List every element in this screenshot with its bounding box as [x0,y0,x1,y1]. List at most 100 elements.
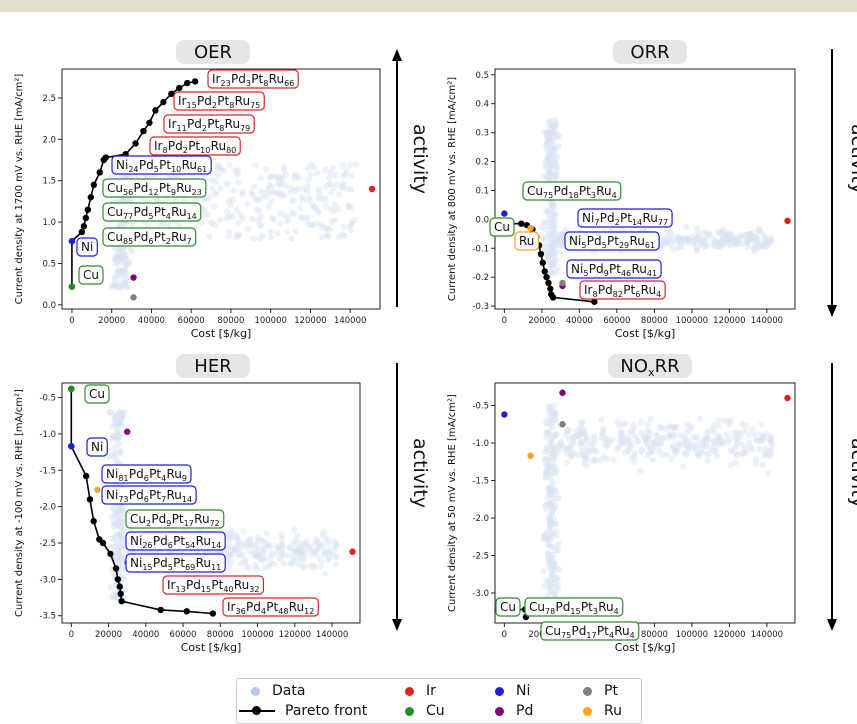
data-point [117,447,124,455]
data-point [293,546,300,554]
pareto-point [132,140,139,147]
composition-box [579,280,666,300]
data-point [550,151,558,158]
data-point [116,554,123,562]
data-point [548,246,556,254]
data-point [549,245,557,252]
data-point [251,183,258,190]
data-point [115,512,122,520]
data-point [270,215,278,223]
data-point [542,218,550,226]
data-point [683,223,690,230]
data-point [718,229,725,236]
data-point [259,538,266,545]
pareto-point [146,119,153,126]
data-point [745,231,753,239]
data-point [227,531,234,539]
composition-label: Ni73 Pd6 Pt7 Ru14 [101,485,197,505]
element-ni [68,237,76,245]
data-point [763,239,771,246]
data-point [347,204,354,212]
data-point [549,229,556,236]
data-point [728,231,735,238]
data-point [200,196,207,204]
data-point [119,524,126,531]
data-point [111,444,119,451]
data-point [551,267,558,274]
pareto-point [183,608,190,615]
chart-title-box [176,40,250,64]
data-point [693,444,700,451]
data-point [551,216,558,224]
data-point [119,539,126,546]
data-point [306,563,313,570]
data-point [287,560,294,568]
composition-label: Ir13 Pd15 Pt40 Ru32 [162,575,265,595]
data-point [275,180,282,187]
data-point [700,237,707,245]
data-point [277,174,284,182]
composition-text: Cu85 Pd6 Pt2 Ru7 [107,230,192,246]
data-point [549,121,556,129]
data-point [578,419,585,427]
pareto-point [541,268,548,275]
data-point [115,549,122,556]
y-tick-label: 0.5 [475,71,489,81]
data-point [550,128,557,135]
y-tick-label: -0.5 [472,402,489,412]
data-point [326,546,333,554]
chart-noxrr: NOxRR02000040000600008000010000012000014… [447,354,857,654]
data-point [747,443,754,451]
data-point [685,239,692,246]
y-axis-label: Current density at 50 mV vs. RHE [mA/cm²… [447,394,458,612]
data-point [554,131,561,139]
data-point [253,197,261,204]
data-point [333,541,340,549]
data-point [551,229,559,236]
data-point [113,411,120,418]
data-point [761,231,768,238]
data-point [213,191,220,198]
data-point [231,545,239,552]
data-point [252,195,259,202]
data-point [684,447,691,454]
data-point [311,549,319,556]
pareto-point [539,259,547,266]
data-point [315,185,322,193]
data-point [549,164,557,171]
data-point [255,207,263,214]
data-point [548,235,555,242]
chart-title: HER [194,356,231,377]
data-point [723,234,731,241]
data-point [695,231,702,239]
data-point [721,237,729,244]
element-ir [349,548,356,555]
data-point [225,530,232,538]
composition-box [102,178,207,198]
data-point [114,547,121,554]
legend-ni-label: Ni [516,683,531,699]
data-point [550,221,557,228]
data-point [117,245,124,253]
y-tick-label: 0.2 [475,158,489,168]
composition-text: Ir15 Pd2 Pt8 Ru75 [178,94,260,110]
activity-arrow: activity [392,363,431,631]
data-point [545,405,553,412]
element-ru [527,452,534,459]
data-point [339,162,347,170]
pareto-point [116,583,123,590]
data-point [252,546,259,554]
data-point [735,236,743,244]
data-point [321,547,329,554]
data-point [116,420,123,427]
data-point [117,252,125,260]
data-point [116,523,123,530]
composition-box [489,217,515,237]
data-point [111,415,118,423]
data-point [761,233,768,241]
data-point [299,547,306,554]
element-cu [68,283,76,290]
data-point [549,150,556,157]
data-point [551,121,559,128]
data-point [115,419,123,427]
